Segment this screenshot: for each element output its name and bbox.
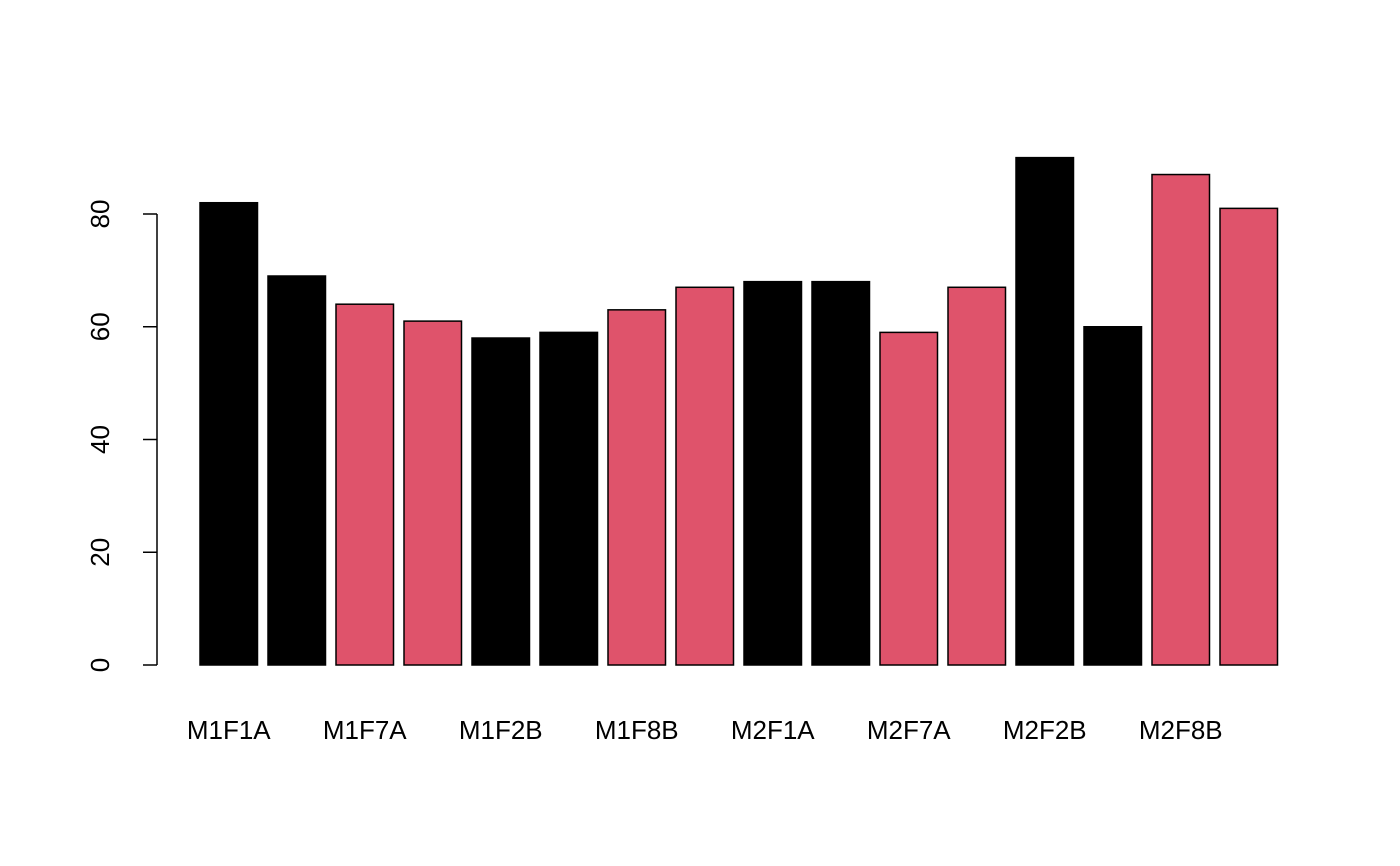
x-axis-labels: M1F1A M1F7A M1F2B M1F8B M2F1A M2F7A M2F2B M2F8B bbox=[187, 715, 1223, 745]
bar bbox=[335, 303, 395, 666]
x-tick-label: M1F8B bbox=[595, 715, 679, 745]
bar bbox=[1015, 156, 1075, 666]
y-tick-label: 0 bbox=[85, 658, 115, 672]
x-tick-label: M2F7A bbox=[867, 715, 951, 745]
bar bbox=[1083, 326, 1143, 666]
x-tick-label: M1F7A bbox=[323, 715, 407, 745]
bar bbox=[743, 280, 803, 666]
bars bbox=[199, 156, 1279, 666]
bar bbox=[879, 331, 939, 666]
y-tick-label: 20 bbox=[85, 538, 115, 567]
bar bbox=[199, 201, 259, 666]
bar bbox=[267, 275, 327, 666]
x-tick-label: M2F2B bbox=[1003, 715, 1087, 745]
y-axis: 0 20 40 60 80 bbox=[85, 200, 158, 672]
bar bbox=[675, 286, 735, 666]
bar bbox=[1219, 207, 1279, 666]
y-tick-label: 40 bbox=[85, 425, 115, 454]
x-tick-label: M2F8B bbox=[1139, 715, 1223, 745]
bar bbox=[1151, 173, 1211, 666]
bar bbox=[607, 309, 667, 666]
bar bbox=[947, 286, 1007, 666]
y-tick-label: 80 bbox=[85, 200, 115, 229]
bar bbox=[403, 320, 463, 666]
x-tick-label: M1F2B bbox=[459, 715, 543, 745]
x-tick-label: M2F1A bbox=[731, 715, 815, 745]
bar bbox=[471, 337, 531, 666]
bar bbox=[539, 331, 599, 666]
bar bbox=[811, 280, 871, 666]
x-tick-label: M1F1A bbox=[187, 715, 271, 745]
y-tick-label: 60 bbox=[85, 312, 115, 341]
